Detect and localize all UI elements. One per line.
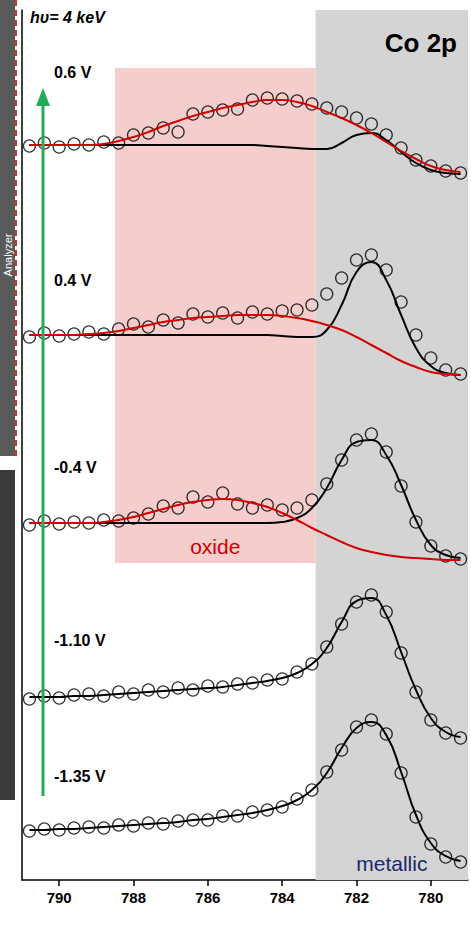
svg-text:metallic: metallic <box>356 852 427 875</box>
svg-text:-1.35 V: -1.35 V <box>54 768 106 785</box>
svg-text:784: 784 <box>270 889 296 906</box>
svg-text:Analyzer: Analyzer <box>2 233 14 276</box>
svg-text:-1.10 V: -1.10 V <box>54 632 106 649</box>
svg-text:-0.4 V: -0.4 V <box>54 459 97 476</box>
svg-text:790: 790 <box>47 889 72 906</box>
svg-text:0.4 V: 0.4 V <box>54 272 92 289</box>
svg-text:780: 780 <box>418 889 443 906</box>
svg-text:788: 788 <box>121 889 146 906</box>
svg-text:Co 2p: Co 2p <box>385 28 457 58</box>
svg-text:786: 786 <box>195 889 220 906</box>
svg-text:0.6 V: 0.6 V <box>54 64 92 81</box>
svg-text:hυ= 4 keV: hυ= 4 keV <box>30 9 106 26</box>
svg-text:782: 782 <box>344 889 369 906</box>
svg-text:oxide: oxide <box>190 535 240 558</box>
